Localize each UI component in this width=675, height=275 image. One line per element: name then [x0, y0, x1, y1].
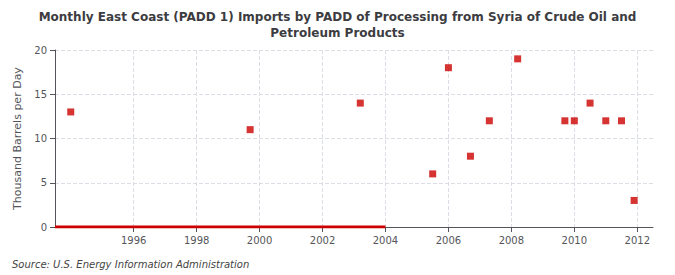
svg-text:15: 15	[34, 89, 47, 100]
svg-text:20: 20	[34, 45, 47, 56]
svg-text:Thousand Barrels per Day: Thousand Barrels per Day	[11, 67, 24, 211]
svg-text:2000: 2000	[247, 235, 272, 246]
svg-text:2008: 2008	[499, 235, 524, 246]
svg-text:2004: 2004	[373, 235, 398, 246]
svg-text:2012: 2012	[625, 235, 650, 246]
svg-text:1998: 1998	[184, 235, 209, 246]
svg-text:Source: U.S. Energy Informatio: Source: U.S. Energy Information Administ…	[12, 259, 249, 270]
svg-text:Petroleum Products: Petroleum Products	[270, 26, 404, 40]
svg-text:0: 0	[41, 222, 47, 233]
svg-text:2002: 2002	[310, 235, 335, 246]
svg-text:Monthly East Coast (PADD 1) Im: Monthly East Coast (PADD 1) Imports by P…	[39, 10, 637, 24]
svg-text:2006: 2006	[436, 235, 461, 246]
svg-text:2010: 2010	[562, 235, 587, 246]
svg-text:5: 5	[41, 177, 47, 188]
svg-text:10: 10	[34, 133, 47, 144]
svg-text:1996: 1996	[121, 235, 146, 246]
